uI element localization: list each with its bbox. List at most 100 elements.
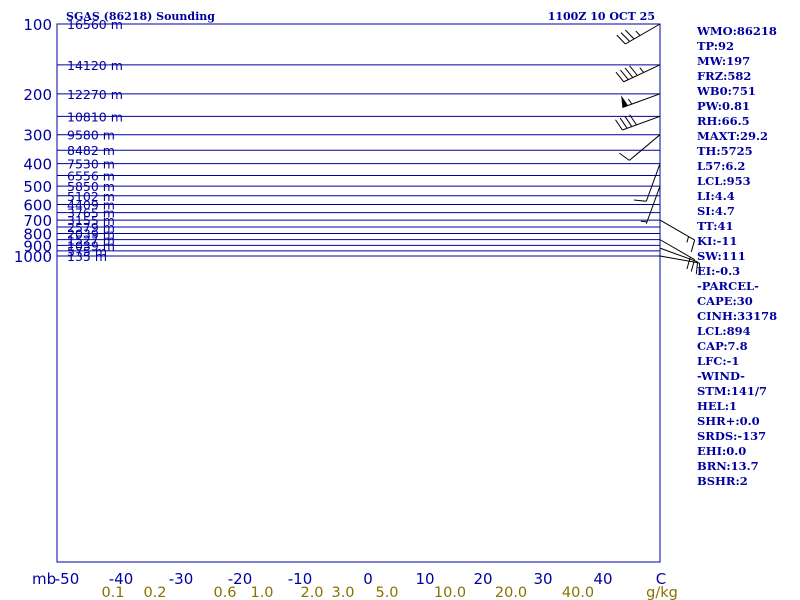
index-row: CAP:7.8 — [697, 339, 748, 353]
index-row: TP:92 — [697, 39, 735, 53]
wind-barb — [616, 23, 661, 45]
temperature-tick-label: -40 — [109, 570, 134, 588]
wind-barb-feather — [615, 119, 623, 131]
height-level-label: 1527 m — [67, 233, 115, 248]
index-row: PW:0.81 — [697, 99, 751, 113]
wind-barbs — [615, 23, 701, 276]
temperature-tick-label: 20 — [473, 570, 492, 588]
height-level-label: 12270 m — [67, 87, 123, 102]
index-row: EI:-0.3 — [697, 264, 741, 278]
wind-barb-feather — [625, 29, 635, 40]
mixing-ratio-label: 5.0 — [375, 585, 398, 600]
mixing-ratio-label: 10.0 — [434, 585, 466, 600]
wind-barb-staff — [659, 219, 695, 241]
wind-barb-staff — [622, 115, 661, 131]
height-level-label: 4409 m — [67, 198, 115, 213]
pressure-tick-label: 300 — [23, 127, 52, 145]
pressure-tick-label: 1000 — [14, 248, 52, 266]
index-row: KI:-11 — [697, 234, 738, 248]
wind-barb-feather — [624, 67, 634, 78]
background-grid — [57, 24, 660, 257]
index-row: FRZ:582 — [697, 69, 752, 83]
index-row: SRDS:-137 — [697, 429, 767, 443]
wind-barb-staff — [645, 185, 661, 224]
index-row: L57:6.2 — [697, 159, 746, 173]
temperature-axis-unit: C — [656, 570, 666, 588]
index-row: SW:111 — [697, 249, 746, 263]
wind-barb-feather — [620, 69, 629, 80]
wind-barb-feather — [629, 114, 637, 126]
index-row: WMO:86218 — [697, 24, 777, 38]
pressure-tick-label: 900 — [23, 237, 52, 255]
mixing-ratio-label: 3.0 — [331, 585, 354, 600]
wind-barb-half-feather — [635, 30, 641, 36]
index-row: TH:5725 — [697, 144, 753, 158]
pressure-tick-label: 200 — [23, 86, 52, 104]
wind-barb-staff — [629, 134, 661, 161]
wind-barb-feather — [624, 116, 633, 127]
temperature-tick-label: 40 — [593, 570, 612, 588]
index-row: -WIND- — [697, 369, 745, 383]
height-level-label: 135 m — [67, 249, 107, 264]
height-level-label: 575 m — [67, 244, 107, 259]
index-row: LI:4.4 — [697, 189, 735, 203]
pressure-tick-label: 100 — [23, 16, 52, 34]
mixing-ratio-label: 0.2 — [143, 585, 166, 600]
height-level-label: 3765 m — [67, 206, 115, 221]
index-row: LCL:894 — [697, 324, 751, 338]
wind-barb-feather — [619, 117, 628, 129]
wind-barb-half-feather — [639, 67, 645, 73]
index-row: -PARCEL- — [697, 279, 759, 293]
pressure-tick-label: 700 — [23, 212, 52, 230]
height-level-label: 2039 m — [67, 227, 115, 242]
index-row: MW:197 — [697, 54, 751, 68]
temperature-tick-label: -50 — [55, 570, 80, 588]
index-row: MAXT:29.2 — [697, 129, 768, 143]
pressure-axis-unit: mb — [32, 570, 56, 588]
pressure-tick-label: 600 — [23, 197, 52, 215]
index-row: CINH:33178 — [697, 309, 778, 323]
wind-barb — [619, 134, 661, 161]
wind-barb-staff — [622, 93, 661, 108]
wind-barb-feather — [629, 65, 638, 76]
wind-barb — [615, 64, 661, 83]
height-level-label: 16560 m — [67, 17, 123, 32]
chart-title: SGAS (86218) Sounding — [66, 10, 215, 23]
wind-barb — [659, 247, 699, 275]
height-level-label: 3155 m — [67, 213, 115, 228]
temperature-tick-label: 10 — [415, 570, 434, 588]
temperature-tick-label: -30 — [169, 570, 194, 588]
pressure-tick-label: 500 — [23, 178, 52, 196]
index-row: SI:4.7 — [697, 204, 735, 218]
index-row: LFC:-1 — [697, 354, 740, 368]
wind-barb-feather — [698, 262, 701, 276]
pressure-tick-label: 400 — [23, 156, 52, 174]
index-row: RH:66.5 — [697, 114, 750, 128]
index-row: EHI:0.0 — [697, 444, 747, 458]
temperature-tick-label: -20 — [228, 570, 253, 588]
index-row: BRN:13.7 — [697, 459, 759, 473]
height-level-label: 10810 m — [67, 109, 123, 124]
plot-frame — [56, 23, 661, 563]
height-level-label: 7530 m — [67, 157, 115, 172]
height-level-label: 5102 m — [67, 189, 115, 204]
mixing-ratio-label: 40.0 — [562, 585, 594, 600]
index-row: HEL:1 — [697, 399, 737, 413]
temperature-tick-label: -10 — [288, 570, 313, 588]
mixing-ratio-label: 20.0 — [495, 585, 527, 600]
wind-barb — [659, 239, 696, 272]
mixing-ratio-label: 2.0 — [300, 585, 323, 600]
pressure-tick-label: 800 — [23, 226, 52, 244]
height-level-label: 5850 m — [67, 179, 115, 194]
wind-barb-feather — [695, 261, 699, 275]
mixing-ratio-label: 1.0 — [250, 585, 273, 600]
index-row: CAPE:30 — [697, 294, 753, 308]
indices-panel: WMO:86218 TP:92 MW:197 FRZ:582 WB0:751 PW:0.8… — [697, 24, 797, 489]
temperature-tick-label: 0 — [363, 570, 373, 588]
wind-barb-feather — [615, 71, 625, 83]
chart-time: 1100Z 10 OCT 25 — [548, 10, 655, 23]
wind-barb-feather — [690, 239, 696, 253]
wind-barb — [621, 93, 661, 108]
